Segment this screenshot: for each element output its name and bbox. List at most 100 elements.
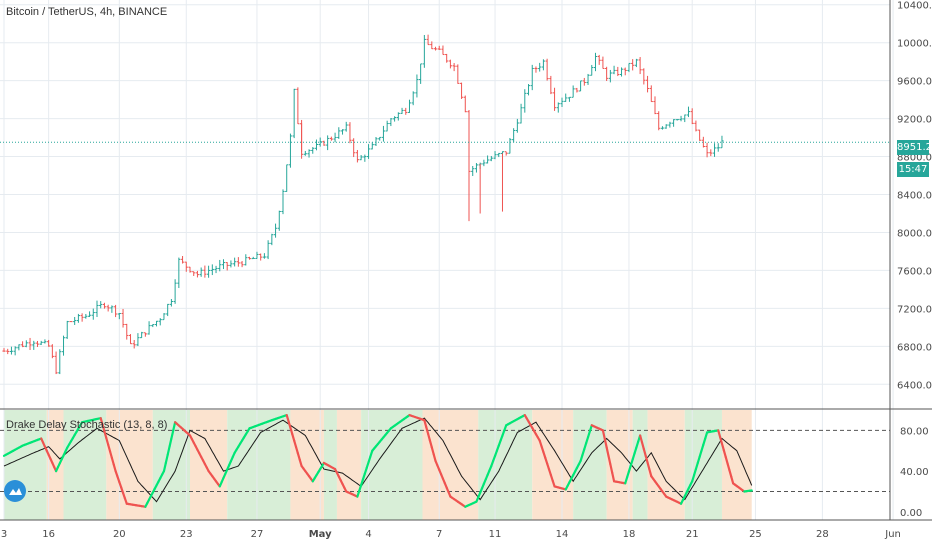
price-bar [210,264,214,276]
price-bar [136,333,140,347]
stochastic-line-segment [426,432,432,442]
price-bar [385,120,389,132]
price-bar [642,68,646,85]
price-bar [87,311,92,317]
stochastic-line-segment [718,435,724,445]
price-bar [218,259,222,272]
price-bar [396,112,400,121]
indicator-trend-zone [632,410,648,520]
price-bar [638,57,642,75]
stochastic-line-segment [99,417,104,426]
price-bar [419,63,423,84]
price-bar [333,132,337,143]
price-bar [32,340,36,350]
stochastic-line-segment [112,463,117,473]
price-bar [378,136,382,141]
price-bar [2,348,6,352]
price-bar [9,346,14,355]
price-bar [381,125,386,142]
stochastic-line-segment [601,429,606,440]
price-bar [326,135,330,151]
price-bar [709,149,713,157]
stochastic-line-segment [720,442,725,452]
price-bar [285,164,289,192]
stochastic-line-segment [162,461,167,473]
time-tick-label: 11 [489,529,502,540]
price-bar [463,95,467,113]
price-bar [322,140,326,146]
price-bar [411,91,415,106]
time-tick-label: 14 [556,529,569,540]
price-bar [177,257,181,289]
price-bar [184,261,188,272]
price-bar [430,41,434,50]
stochastic-line-segment [640,441,645,451]
stochastic-signal-line [3,417,753,503]
price-bar [13,346,17,356]
price-bar [21,341,25,348]
price-bar [694,120,698,132]
time-tick-label: 28 [816,529,829,540]
price-bar [660,126,665,130]
price-bar [84,313,88,319]
stochastic-line-segment [728,468,733,478]
price-bar [69,321,73,323]
price-bar [117,313,121,320]
price-bar [244,254,248,266]
price-bar [166,303,170,317]
indicator-trend-zone [422,410,479,520]
price-bar [571,85,575,98]
price-bar [564,93,568,102]
price-bar [288,133,293,168]
price-bar [515,118,519,133]
price-bar [296,87,300,125]
indicator-trend-zone [4,410,47,520]
price-bar [459,82,464,99]
price-bar [634,58,638,68]
price-tick-label: 7600.00 [897,266,932,277]
time-tick-label: 21 [686,529,699,540]
price-bar [114,304,118,318]
indicator-trend-zone [63,410,107,520]
price-bar [266,240,270,260]
price-tick-label: 10000.00 [897,39,932,50]
price-bar [76,313,80,323]
stochastic-line-segment [432,453,437,463]
price-bar [147,321,151,335]
stochastic-line-segment [296,452,301,461]
stochastic-line-segment [291,433,296,442]
price-bar [207,265,211,278]
stochastic-line-segment [717,429,722,439]
stochastic-line-segment [289,426,294,436]
price-bar [355,149,359,163]
price-bar [24,340,28,348]
last-price-label: 8951.28 [897,140,932,155]
stochastic-line-segment [605,446,610,457]
price-bar [374,136,378,146]
price-bar [6,348,10,355]
price-bar [359,155,363,161]
price-bar [623,67,627,76]
indicator-trend-zone [684,410,722,520]
price-bar [233,257,237,267]
price-bar [307,149,311,158]
price-bar [519,103,523,124]
indicator-trend-zone [152,410,190,520]
stochastic-line-segment [293,439,298,449]
price-tick-label: 6800.00 [897,342,932,353]
price-bar [545,58,549,81]
price-bar [314,139,319,151]
price-bar [91,308,95,320]
time-tick-label: Jun [884,529,901,540]
stochastic-line-segment [298,458,303,468]
stochastic-line-segment [722,449,727,458]
price-tick-label: 8800.00 [897,153,932,164]
price-bar [586,73,590,85]
price-bar [47,339,51,347]
price-bar [50,344,54,359]
stochastic-line-segment [724,455,729,465]
stochastic-line-segment [425,425,430,435]
price-bar [579,80,583,92]
stochastic-line-segment [101,423,106,433]
